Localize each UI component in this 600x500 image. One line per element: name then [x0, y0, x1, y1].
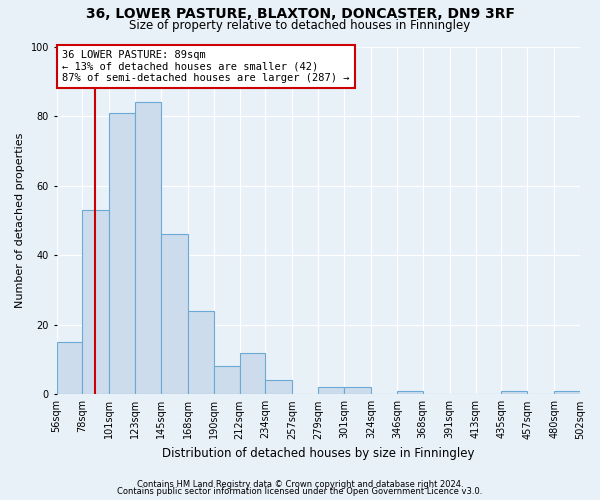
- Bar: [188, 311, 214, 394]
- Bar: [239, 352, 265, 395]
- X-axis label: Distribution of detached houses by size in Finningley: Distribution of detached houses by size …: [162, 447, 475, 460]
- Text: Contains HM Land Registry data © Crown copyright and database right 2024.: Contains HM Land Registry data © Crown c…: [137, 480, 463, 489]
- Bar: [82, 210, 109, 394]
- Bar: [135, 102, 161, 395]
- Text: Size of property relative to detached houses in Finningley: Size of property relative to detached ho…: [130, 18, 470, 32]
- Text: Contains public sector information licensed under the Open Government Licence v3: Contains public sector information licen…: [118, 487, 482, 496]
- Bar: [161, 234, 188, 394]
- Bar: [554, 391, 580, 394]
- Bar: [397, 391, 423, 394]
- Bar: [344, 388, 371, 394]
- Bar: [502, 391, 527, 394]
- Bar: [56, 342, 82, 394]
- Text: 36 LOWER PASTURE: 89sqm
← 13% of detached houses are smaller (42)
87% of semi-de: 36 LOWER PASTURE: 89sqm ← 13% of detache…: [62, 50, 349, 83]
- Text: 36, LOWER PASTURE, BLAXTON, DONCASTER, DN9 3RF: 36, LOWER PASTURE, BLAXTON, DONCASTER, D…: [86, 8, 515, 22]
- Bar: [109, 112, 135, 394]
- Bar: [214, 366, 239, 394]
- Bar: [265, 380, 292, 394]
- Bar: [318, 388, 344, 394]
- Y-axis label: Number of detached properties: Number of detached properties: [15, 132, 25, 308]
